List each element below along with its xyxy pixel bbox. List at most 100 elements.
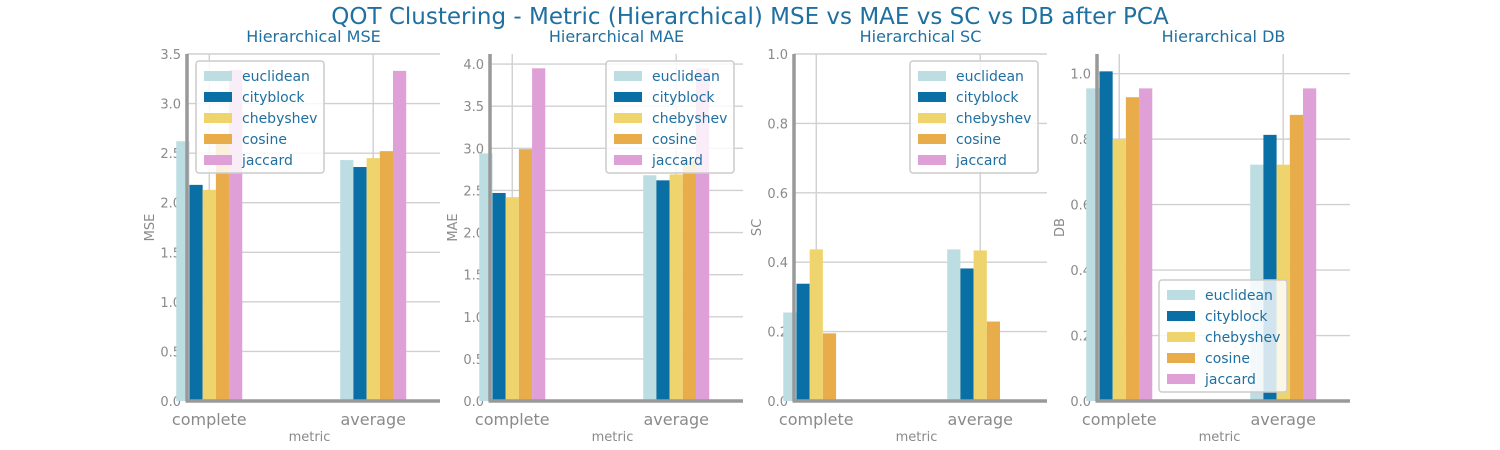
bar-cosine-average [379, 151, 394, 401]
y-tick-label: 0.6 [1070, 199, 1091, 214]
legend-label-chebyshev: chebyshev [242, 111, 317, 127]
bar-cityblock-complete [796, 283, 810, 401]
y-tick-label: 0.5 [160, 345, 181, 360]
legend-label-cosine: cosine [1205, 351, 1250, 367]
y-axis-label: SC [750, 219, 765, 236]
bar-chebyshev-complete [505, 197, 519, 401]
bar-chebyshev-average [669, 174, 683, 401]
y-tick-label: 4.0 [463, 58, 484, 73]
legend-swatch-cityblock [614, 92, 642, 102]
legend-label-chebyshev: chebyshev [956, 111, 1031, 127]
y-tick-label: 2.0 [463, 227, 484, 242]
legend-swatch-jaccard [204, 155, 232, 165]
legend-swatch-cosine [1167, 353, 1195, 363]
legend-frame [195, 60, 325, 174]
x-tick-label: average [643, 410, 709, 429]
legend-label-chebyshev: chebyshev [652, 111, 727, 127]
legend-swatch-cosine [614, 134, 642, 144]
y-tick-label: 0.4 [1070, 264, 1091, 279]
chart-panel-2: 0.0 0.5 1.0 1.5 2.0 2.5 3.0 3.5 4.0 complete avera… [446, 27, 743, 445]
legend-frame [605, 60, 735, 174]
x-tick-label: average [1250, 410, 1316, 429]
bar-euclidean-average [643, 175, 657, 401]
bar-chebyshev-complete [809, 249, 823, 401]
y-tick-label: 0.8 [767, 117, 788, 132]
legend-label-jaccard: jaccard [651, 153, 703, 169]
bar-cosine-average [682, 160, 697, 401]
legend-label-jaccard: jaccard [955, 153, 1007, 169]
y-axis-label: MAE [446, 213, 461, 241]
y-tick-label: 0.8 [1070, 133, 1091, 148]
legend-swatch-cityblock [918, 92, 946, 102]
bar-cityblock-average [960, 268, 974, 401]
legend-label-euclidean: euclidean [956, 69, 1024, 85]
bar-jaccard-complete [1139, 88, 1153, 401]
legend-frame [909, 60, 1039, 174]
legend-label-cosine: cosine [956, 132, 1001, 148]
legend-label-euclidean: euclidean [652, 69, 720, 85]
chart-title: Hierarchical MSE [246, 27, 381, 46]
legend-label-euclidean: euclidean [242, 69, 310, 85]
bar-euclidean-average [340, 160, 354, 401]
legend: euclidean cityblock chebyshev cosine jaccard [195, 60, 325, 174]
bar-cosine-average [1289, 114, 1304, 402]
y-tick-label: 0.0 [767, 395, 788, 410]
legend-swatch-euclidean [1167, 290, 1195, 300]
y-tick-label: 0.0 [463, 395, 484, 410]
legend: euclidean cityblock chebyshev cosine jaccard [909, 60, 1039, 174]
y-tick-label: 1.0 [160, 296, 181, 311]
x-axis-label: metric [592, 430, 634, 445]
legend-swatch-jaccard [1167, 374, 1195, 384]
chart-panel-4: 0.0 0.2 0.4 0.6 0.8 1.0 complete average metric D… [1053, 27, 1350, 445]
bar-cityblock-average [353, 167, 367, 401]
y-tick-label: 0.2 [767, 326, 788, 341]
y-axis-label: MSE [143, 214, 158, 242]
bar-chebyshev-average [973, 250, 987, 401]
bar-jaccard-complete [532, 68, 546, 401]
bar-cosine-average [986, 321, 1001, 401]
bar-chebyshev-average [366, 158, 380, 401]
legend-label-jaccard: jaccard [241, 153, 293, 169]
y-tick-label: 1.5 [463, 269, 484, 284]
x-tick-label: average [340, 410, 406, 429]
x-tick-label: complete [475, 410, 550, 429]
legend-swatch-cosine [918, 134, 946, 144]
y-tick-label: 2.5 [463, 184, 484, 199]
legend-label-cityblock: cityblock [242, 90, 305, 106]
bar-cityblock-complete [492, 192, 506, 401]
bar-cityblock-complete [1099, 71, 1113, 401]
x-tick-label: complete [172, 410, 247, 429]
y-tick-label: 1.5 [160, 246, 181, 261]
y-tick-label: 1.0 [767, 48, 788, 63]
chart-title: Hierarchical DB [1162, 27, 1286, 46]
chart-panel-3: 0.0 0.2 0.4 0.6 0.8 1.0 complete average metric S… [750, 27, 1047, 445]
bar-chebyshev-complete [202, 189, 216, 401]
y-tick-label: 0.5 [463, 353, 484, 368]
y-tick-label: 3.0 [160, 98, 181, 113]
y-tick-label: 3.5 [463, 100, 484, 115]
figure-title: QOT Clustering - Metric (Hierarchical) M… [331, 4, 1169, 30]
y-tick-label: 0.0 [1070, 395, 1091, 410]
y-tick-label: 0.4 [767, 256, 788, 271]
x-axis-label: metric [289, 430, 331, 445]
x-tick-label: average [947, 410, 1013, 429]
legend-swatch-cityblock [204, 92, 232, 102]
legend-swatch-euclidean [918, 71, 946, 81]
legend-label-cityblock: cityblock [956, 90, 1019, 106]
legend-swatch-chebyshev [614, 113, 642, 123]
x-tick-label: complete [1082, 410, 1157, 429]
legend-swatch-jaccard [918, 155, 946, 165]
chart-title: Hierarchical SC [860, 27, 982, 46]
legend-swatch-chebyshev [204, 113, 232, 123]
y-tick-label: 3.5 [160, 48, 181, 63]
legend-label-chebyshev: chebyshev [1205, 330, 1280, 346]
legend-swatch-jaccard [614, 155, 642, 165]
bar-cosine-complete [518, 149, 533, 401]
bar-cityblock-average [656, 180, 670, 401]
y-tick-label: 2.5 [160, 147, 181, 162]
y-tick-label: 2.0 [160, 197, 181, 212]
x-axis-label: metric [1199, 430, 1241, 445]
bar-cosine-complete [822, 333, 837, 401]
